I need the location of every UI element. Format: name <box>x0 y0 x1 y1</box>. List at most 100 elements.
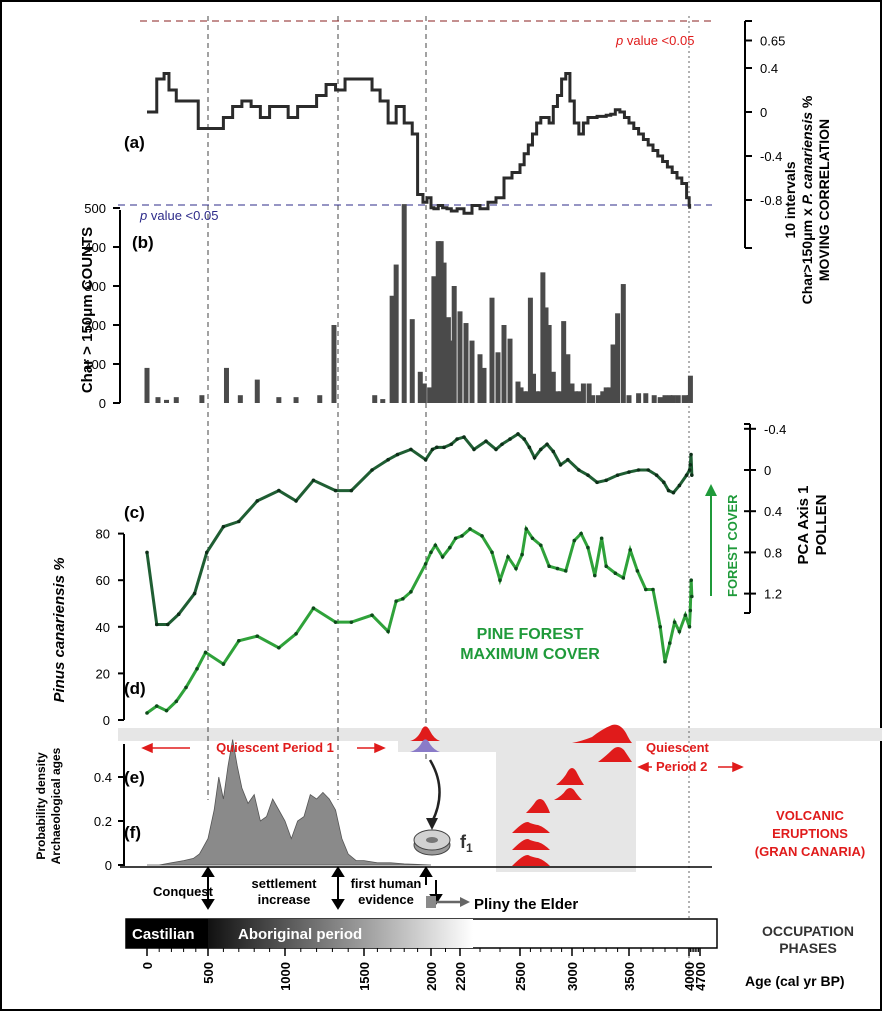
axis-a-tick-label: -0.4 <box>760 149 782 164</box>
x-axis-tick-label: 2000 <box>424 962 439 991</box>
axis-f-tick-label: 0.2 <box>94 814 112 829</box>
charcoal-bar <box>393 264 399 403</box>
pca-point <box>636 468 641 472</box>
charcoal-bar <box>401 204 407 403</box>
y-label-a-3: MOVING CORRELATION <box>816 119 832 281</box>
panel-label-e: (e) <box>124 768 145 787</box>
charcoal-bar <box>662 395 668 403</box>
charcoal-bar <box>615 313 621 403</box>
axis-d-tick-label: 0 <box>103 713 110 728</box>
occupation-label-1: OCCUPATION <box>762 923 854 939</box>
charcoal-bar <box>331 325 337 403</box>
axis-b-tick-label: 100 <box>84 357 106 372</box>
axis-c-tick-label: 0 <box>764 463 771 478</box>
charcoal-bar <box>469 340 475 403</box>
age-axis-label: Age (cal yr BP) <box>745 973 845 989</box>
pinus-point <box>530 536 535 541</box>
axis-a-tick-label: 0.65 <box>760 34 785 49</box>
charcoal-bar <box>372 395 378 403</box>
pca-point <box>654 473 659 477</box>
pinus-point <box>453 536 458 541</box>
pinus-point <box>433 543 438 548</box>
conquest-label: Conquest <box>153 884 214 899</box>
charcoal-bar <box>254 379 260 403</box>
pca-point <box>646 468 650 472</box>
pinus-point <box>394 599 398 603</box>
pinus-point <box>164 708 169 713</box>
pca-point <box>349 488 354 493</box>
pca-point <box>484 439 488 443</box>
pca-point <box>255 499 260 503</box>
aboriginal-label: Aboriginal period <box>238 926 362 943</box>
pca-point <box>671 490 676 495</box>
eruption-peak <box>512 839 550 850</box>
panel-label-b: (b) <box>132 233 154 252</box>
pine-forest-label-2: MAXIMUM COVER <box>460 646 600 663</box>
volcanic-label-1: VOLCANIC <box>776 808 845 823</box>
pca-point <box>586 473 590 477</box>
pinus-point <box>621 576 626 580</box>
charcoal-bar <box>565 354 571 403</box>
pinus-point <box>277 645 281 650</box>
axis-f-tick-label: 0.4 <box>94 770 112 785</box>
panel-label-c: (c) <box>124 503 145 522</box>
pinus-point <box>468 527 472 531</box>
pca-point <box>690 473 694 477</box>
charcoal-bar <box>590 395 596 403</box>
charcoal-bar <box>576 391 582 403</box>
pinus-point <box>539 543 543 548</box>
charcoal-bar <box>144 367 150 403</box>
eruption-peak-purple <box>410 739 440 752</box>
charcoal-bar <box>561 321 567 403</box>
pinus-point <box>635 569 640 573</box>
axis-c-tick-label: -0.4 <box>764 422 786 437</box>
settlement-label-1: settlement <box>251 876 317 891</box>
pca-point <box>551 449 556 454</box>
first-human-label-2: evidence <box>358 892 414 907</box>
charcoal-bar <box>501 325 507 403</box>
pca-point <box>176 612 181 616</box>
pinus-point <box>572 538 577 543</box>
pca-point <box>627 470 631 474</box>
quiescent2-label-1: Quiescent <box>646 740 710 755</box>
charcoal-bar <box>417 371 423 403</box>
pine-forest-label-1: PINE FOREST <box>477 626 584 643</box>
axis-b-tick-label: 300 <box>84 279 106 294</box>
f1-label: f1 <box>460 832 473 855</box>
axis-d-tick-label: 80 <box>96 527 110 542</box>
pinus-point <box>628 548 632 552</box>
pvalue-b-label: p value <0.05 <box>139 208 218 223</box>
x-axis-tick-label: 3500 <box>622 962 637 991</box>
charcoal-bar <box>643 393 649 403</box>
pca-point <box>430 447 435 452</box>
pca-point <box>192 591 197 596</box>
volcanic-label-3: (GRAN CANARIA) <box>755 844 866 859</box>
density-area <box>147 739 432 866</box>
pca-point <box>277 488 281 493</box>
pca-point <box>423 457 428 462</box>
pinus-point <box>349 620 354 624</box>
charcoal-bar <box>572 391 578 403</box>
pca-points <box>145 432 694 627</box>
pinus-point <box>644 587 648 592</box>
pinus-point <box>520 552 524 557</box>
x-axis-tick-label: 4000 <box>682 962 697 991</box>
artifact-icon <box>413 829 451 856</box>
pinus-point <box>563 569 568 573</box>
charcoal-bar <box>495 352 501 403</box>
event-arrows <box>201 866 443 910</box>
charcoal-bar <box>431 276 437 403</box>
charcoal-bar <box>451 286 457 403</box>
pca-point <box>677 483 682 488</box>
charcoal-bar <box>507 338 513 403</box>
pca-point <box>462 435 466 439</box>
eruption-peak <box>598 747 632 762</box>
charcoal-bar <box>620 284 626 403</box>
axis-d-tick-label: 40 <box>96 620 110 635</box>
eruption-peak <box>410 726 440 741</box>
axis-a-tick-label: 0.4 <box>760 61 778 76</box>
pca-point <box>539 447 543 452</box>
charcoal-bar <box>521 391 527 403</box>
